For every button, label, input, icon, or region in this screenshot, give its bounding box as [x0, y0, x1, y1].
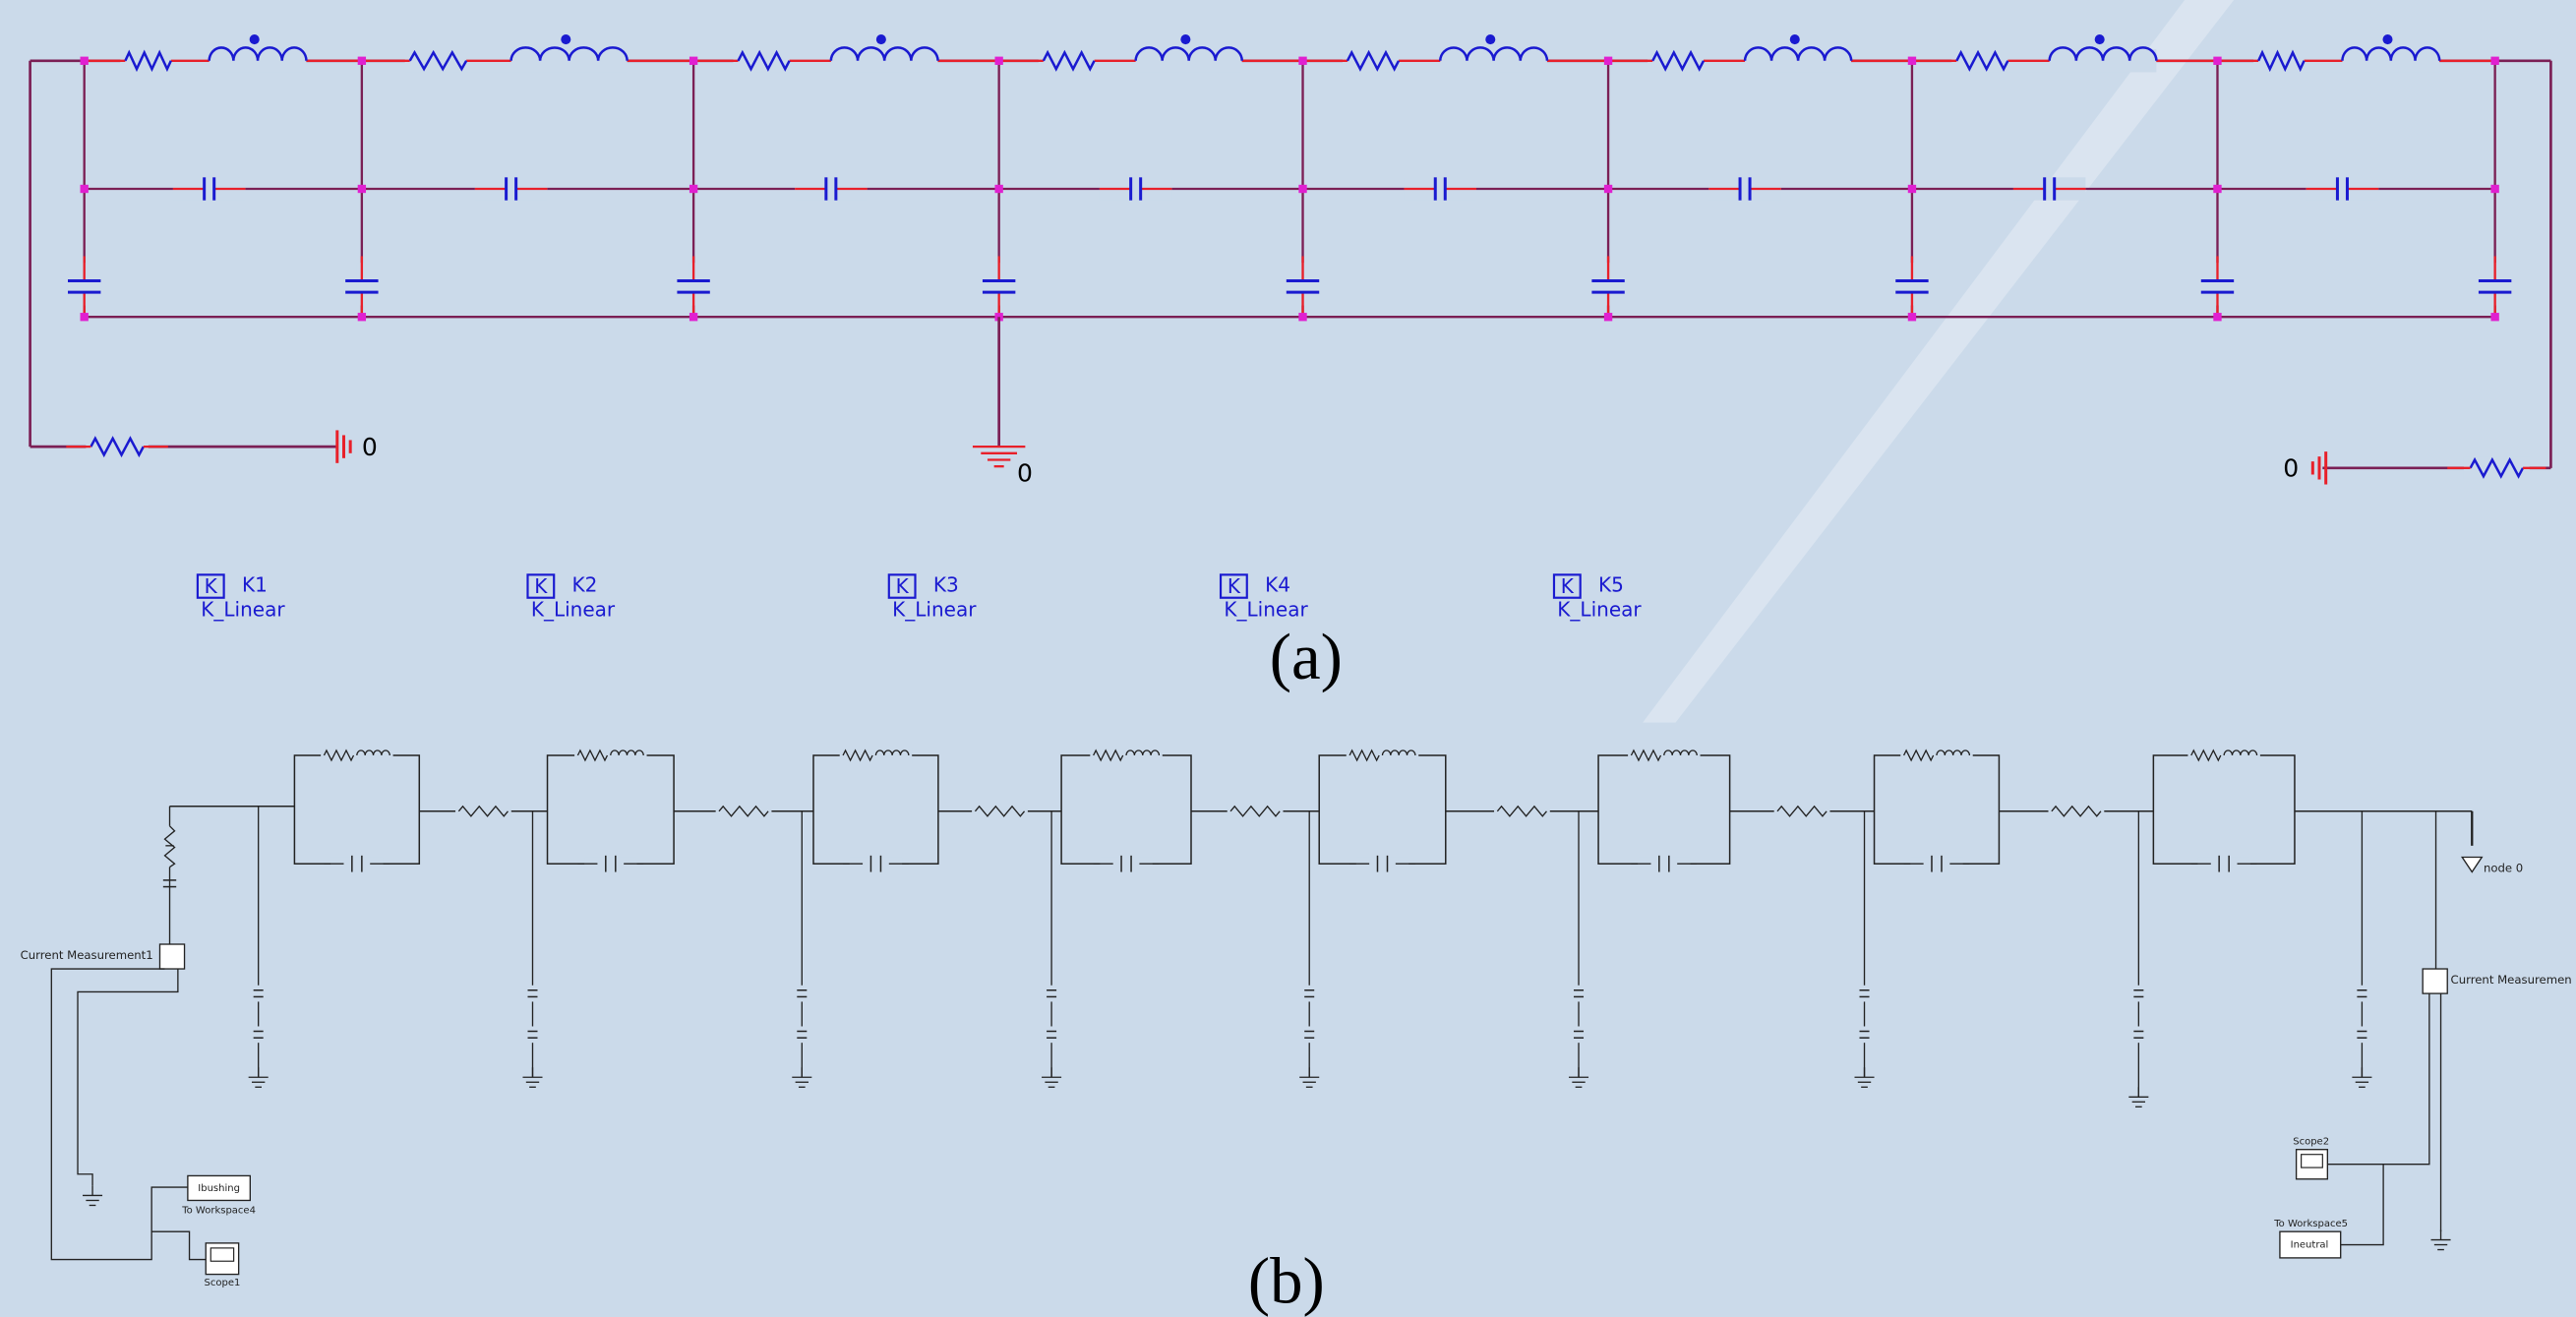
ground-label: 0: [2283, 453, 2299, 482]
node: [2490, 313, 2498, 321]
page: (a) (b) 000KK1K_LinearKK2K_LinearKK3K_Li…: [0, 0, 2576, 1317]
dot-marker: [1790, 34, 1800, 44]
dot-marker: [1180, 34, 1190, 44]
current-measurement: [160, 944, 185, 969]
ground-label: 0: [1017, 459, 1033, 488]
coupling-icon-label: K: [1228, 574, 1241, 598]
node: [689, 57, 697, 65]
node: [689, 185, 697, 193]
coupling-name: K5: [1598, 573, 1624, 597]
node: [1298, 313, 1306, 321]
current-measurement: [2423, 969, 2447, 993]
coupling-icon-label: K: [534, 574, 548, 598]
node: [358, 57, 366, 65]
coupling-icon-label: K: [896, 574, 910, 598]
node: [2490, 57, 2498, 65]
caption-a: (a): [1270, 621, 1343, 693]
coupling-icon-label: K: [1561, 574, 1575, 598]
dot-marker: [876, 34, 886, 44]
node: [1908, 313, 1916, 321]
dot-marker: [2382, 34, 2392, 44]
node: [81, 57, 89, 65]
coupling-name: K2: [572, 573, 598, 597]
coupling-model: K_Linear: [531, 598, 616, 622]
circuit-diagram: (a) (b) 000KK1K_LinearKK2K_LinearKK3K_Li…: [0, 0, 2576, 1317]
coupling-model: K_Linear: [1557, 598, 1642, 622]
to-workspace-label: Ineutral: [2291, 1240, 2329, 1251]
scope-label: Scope2: [2293, 1136, 2329, 1147]
ground-label: 0: [362, 433, 378, 461]
node-label: node 0: [2484, 862, 2523, 875]
node: [1908, 57, 1916, 65]
coupling-name: K1: [242, 573, 268, 597]
node: [358, 313, 366, 321]
node: [1298, 57, 1306, 65]
to-workspace-caption: To Workspace5: [2273, 1219, 2348, 1229]
node: [1604, 313, 1612, 321]
coupling-model: K_Linear: [892, 598, 977, 622]
node: [1604, 185, 1612, 193]
coupling-name: K3: [933, 573, 959, 597]
to-workspace-caption: To Workspace4: [181, 1205, 256, 1216]
node: [81, 313, 89, 321]
coupling-model: K_Linear: [1224, 598, 1308, 622]
current-measurement-label: Current Measuremen: [2451, 973, 2572, 987]
node: [2213, 57, 2221, 65]
coupling-name: K4: [1265, 573, 1290, 597]
node: [358, 185, 366, 193]
dot-marker: [561, 34, 570, 44]
node: [2213, 185, 2221, 193]
caption-b: (b): [1248, 1244, 1325, 1317]
dot-marker: [250, 34, 260, 44]
to-workspace-label: Ibushing: [198, 1183, 240, 1194]
dot-marker: [2095, 34, 2105, 44]
scope-label: Scope1: [205, 1278, 241, 1288]
node: [2213, 313, 2221, 321]
node: [1298, 185, 1306, 193]
node: [1604, 57, 1612, 65]
node: [994, 185, 1002, 193]
coupling-icon-label: K: [205, 574, 218, 598]
node: [689, 313, 697, 321]
node: [1908, 185, 1916, 193]
dot-marker: [1485, 34, 1495, 44]
current-measurement-label: Current Measurement1: [21, 948, 153, 962]
node: [994, 57, 1002, 65]
node: [81, 185, 89, 193]
coupling-model: K_Linear: [201, 598, 285, 622]
node: [2490, 185, 2498, 193]
